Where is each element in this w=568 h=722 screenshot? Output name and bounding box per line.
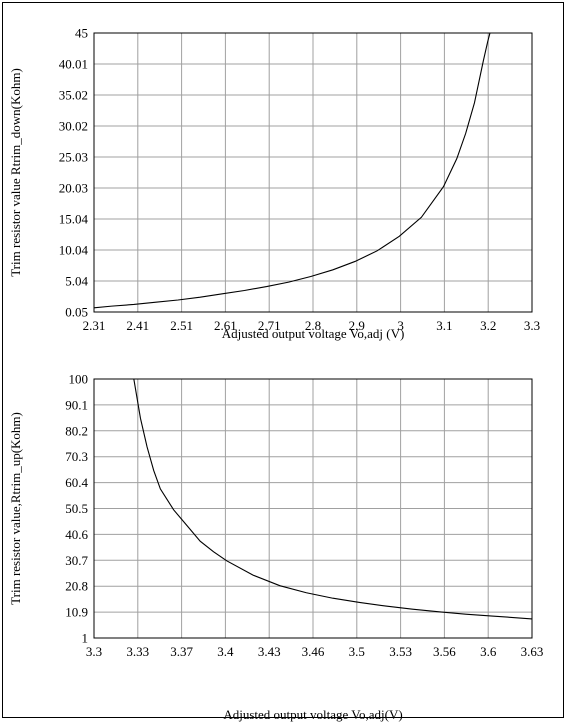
x-axis-label: Adjusted output voltage Vo,adj (V) <box>222 326 405 341</box>
chart-rtrim-down: 2.31 2.41 2.51 2.61 2.71 2.8 2.9 3 3.1 3.2 3.3 0.05… <box>8 26 540 342</box>
y-tick-label: 80.2 <box>65 423 88 438</box>
y-tick-label: 30.02 <box>59 119 88 134</box>
y-tick-label: 1 <box>82 631 89 646</box>
y-tick-label: 5.04 <box>65 274 88 289</box>
x-tick-label: 3.6 <box>480 644 497 659</box>
x-tick-label: 2.8 <box>305 318 321 333</box>
series-line <box>133 379 532 620</box>
y-tick-label: 15.04 <box>59 212 89 227</box>
x-tick-label: 3 <box>397 318 404 333</box>
x-tick-label: 3.63 <box>521 644 544 659</box>
y-tick-label: 90.1 <box>65 397 88 412</box>
y-tick-label: 45 <box>75 26 88 41</box>
plot-border <box>93 32 533 313</box>
y-tick-label: 10.04 <box>59 243 89 258</box>
y-tick-label: 20.8 <box>65 579 88 594</box>
x-tick-label: 2.9 <box>349 318 365 333</box>
x-tick-label: 3.43 <box>258 644 281 659</box>
x-axis-label: Adjusted output voltage Vo,adj(V) <box>223 707 402 722</box>
y-tick-label: 0.05 <box>65 305 88 320</box>
y-tick-label: 25.03 <box>59 150 88 165</box>
x-tick-label: 3.56 <box>433 644 456 659</box>
x-tick-label: 3.5 <box>349 644 365 659</box>
x-tick-label: 2.41 <box>126 318 149 333</box>
x-tick-label: 3.4 <box>217 644 234 659</box>
x-tick-label: 2.71 <box>258 318 281 333</box>
x-tick-label: 3.46 <box>302 644 325 659</box>
y-tick-label: 50.5 <box>65 501 88 516</box>
x-tick-label: 2.31 <box>83 318 106 333</box>
x-tick-label: 3.1 <box>436 318 452 333</box>
y-tick-label: 100 <box>69 372 89 387</box>
x-tick-label: 3.33 <box>126 644 149 659</box>
series-line <box>94 33 491 309</box>
x-tick-label: 3.3 <box>524 318 540 333</box>
x-tick-label: 2.51 <box>170 318 193 333</box>
y-tick-label: 30.7 <box>65 553 88 568</box>
x-tick-label: 3.37 <box>170 644 193 659</box>
y-tick-label: 35.02 <box>59 88 88 103</box>
y-tick-label: 10.9 <box>65 605 88 620</box>
y-tick-label: 70.3 <box>65 449 88 464</box>
x-tick-label: 2.61 <box>214 318 237 333</box>
x-tick-label: 3.53 <box>389 644 412 659</box>
y-tick-label: 20.03 <box>59 181 88 196</box>
x-tick-label: 3.3 <box>86 644 102 659</box>
x-tick-label: 3.2 <box>480 318 496 333</box>
y-axis-label: Trim resistor value Rtrim_down(Kohm) <box>8 68 23 277</box>
y-axis-label: Trim resistor value,Rtrim_up(Kohm) <box>8 412 23 605</box>
plot-border <box>93 378 533 639</box>
y-tick-label: 60.4 <box>65 475 88 490</box>
chart-rtrim-up: 3.3 3.33 3.37 3.4 3.43 3.46 3.5 3.53 3.56 3.6 3.63… <box>8 372 544 722</box>
y-tick-label: 40.01 <box>59 57 88 72</box>
y-tick-label: 40.6 <box>65 527 88 542</box>
